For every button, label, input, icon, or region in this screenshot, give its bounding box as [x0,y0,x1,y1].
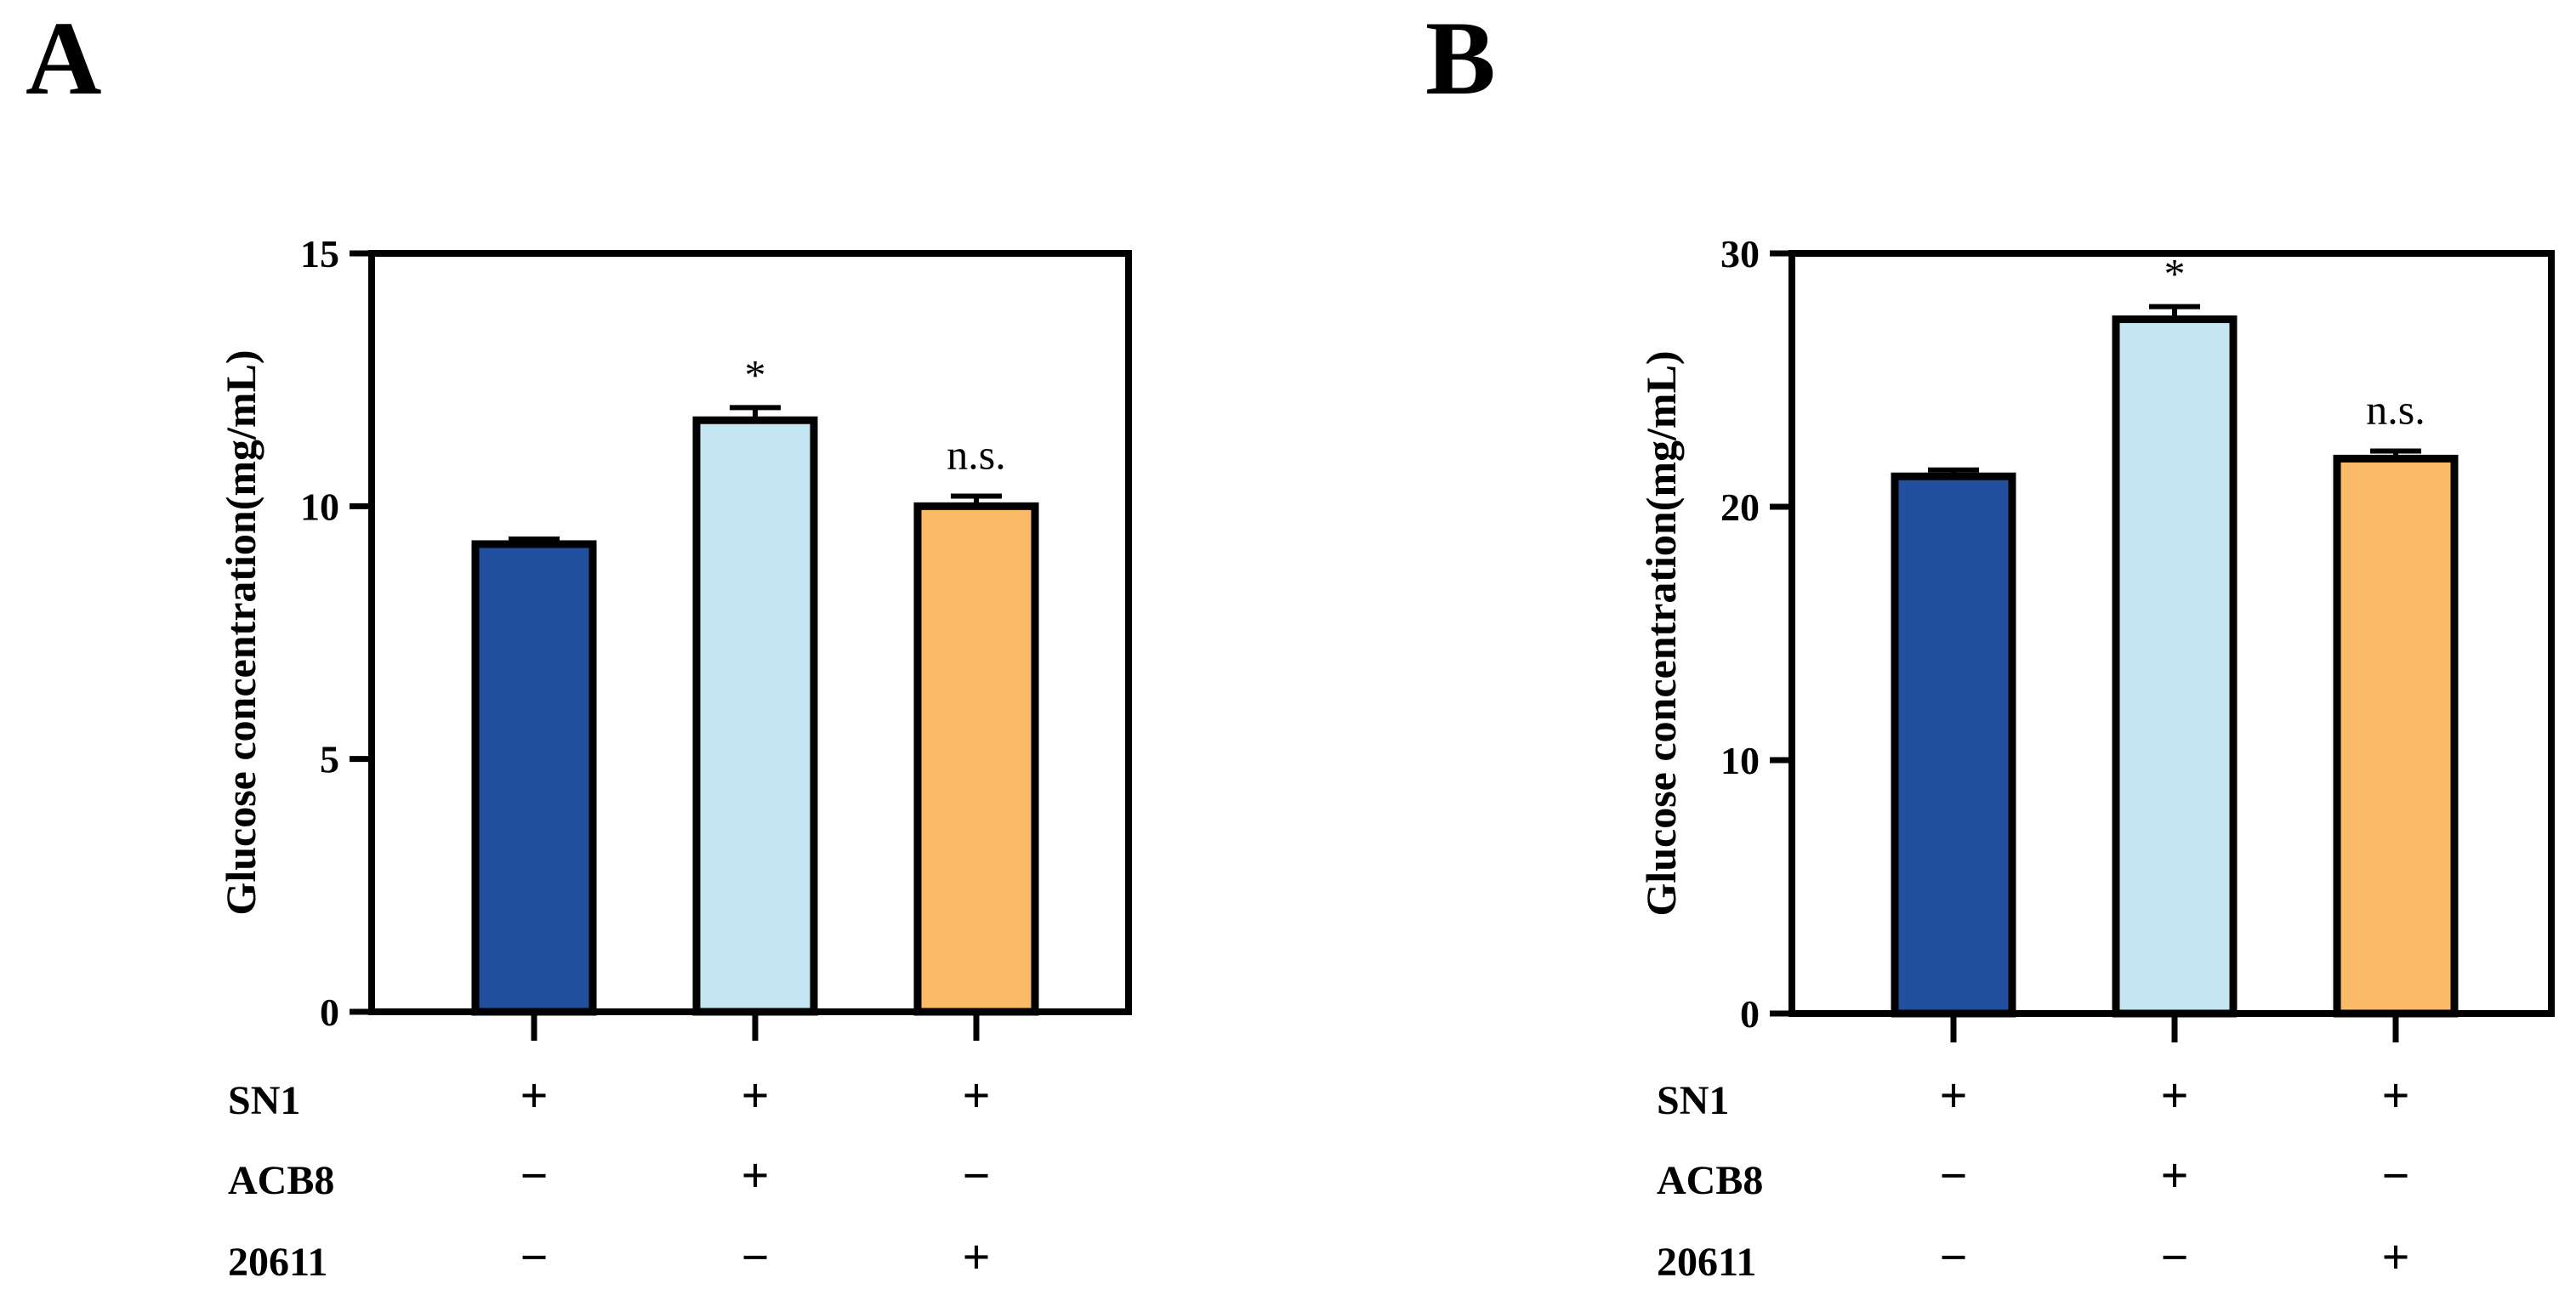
panel-letter: B [1425,0,1496,116]
y-tick-label: 10 [1720,739,1760,782]
plus-sign: + [2160,1148,2188,1203]
plus-sign: + [2381,1068,2409,1123]
bar [1891,472,2016,1018]
y-tick-label: 30 [1720,232,1760,275]
significance-star: * [2164,250,2186,298]
y-tick-label: 0 [320,991,339,1034]
minus-sign: − [520,1148,548,1203]
panel-b: B * n.s. 0 10 20 30 Glucose concentration(mg/mL… [1425,0,2555,1285]
minus-sign: − [962,1148,990,1203]
minus-sign: − [520,1229,548,1285]
bar [2333,454,2459,1018]
plus-sign: + [520,1068,548,1123]
minus-sign: − [2381,1148,2409,1203]
y-tick-label: 0 [1740,992,1760,1036]
minus-sign: − [1939,1229,1967,1285]
significance-ns: n.s. [947,430,1005,478]
condition-label: ACB8 [1657,1158,1763,1203]
minus-sign: − [1939,1148,1967,1203]
y-tick-label: 20 [1720,485,1760,529]
condition-label: SN1 [228,1078,300,1123]
bar [471,540,597,1016]
plus-sign: + [2381,1229,2409,1285]
significance-star: * [745,350,766,398]
y-axis-title: Glucose concentration(mg/mL) [1637,350,1685,916]
bar [2112,315,2238,1018]
bar [692,416,818,1016]
plus-sign: + [741,1068,769,1123]
significance-ns: n.s. [2366,385,2425,433]
minus-sign: − [741,1229,769,1285]
condition-label: 20611 [1657,1240,1756,1285]
y-tick-label: 5 [320,738,339,781]
minus-sign: − [2160,1229,2188,1285]
bar [913,502,1039,1016]
plus-sign: + [962,1229,990,1285]
condition-label: 20611 [228,1240,327,1285]
y-tick-label: 15 [300,232,339,275]
y-axis-title: Glucose concentration(mg/mL) [217,349,264,915]
panel-letter: A [26,0,102,116]
y-tick-label: 10 [300,485,339,528]
condition-label: ACB8 [228,1158,334,1203]
plot-frame [368,250,1132,1015]
plus-sign: + [741,1148,769,1203]
plus-sign: + [1939,1068,1967,1123]
plus-sign: + [962,1068,990,1123]
condition-label: SN1 [1657,1078,1729,1123]
plus-sign: + [2160,1068,2188,1123]
panel-a: A * n.s. 0 5 10 15 Glucose concentration(mg/mL)… [26,0,1132,1285]
